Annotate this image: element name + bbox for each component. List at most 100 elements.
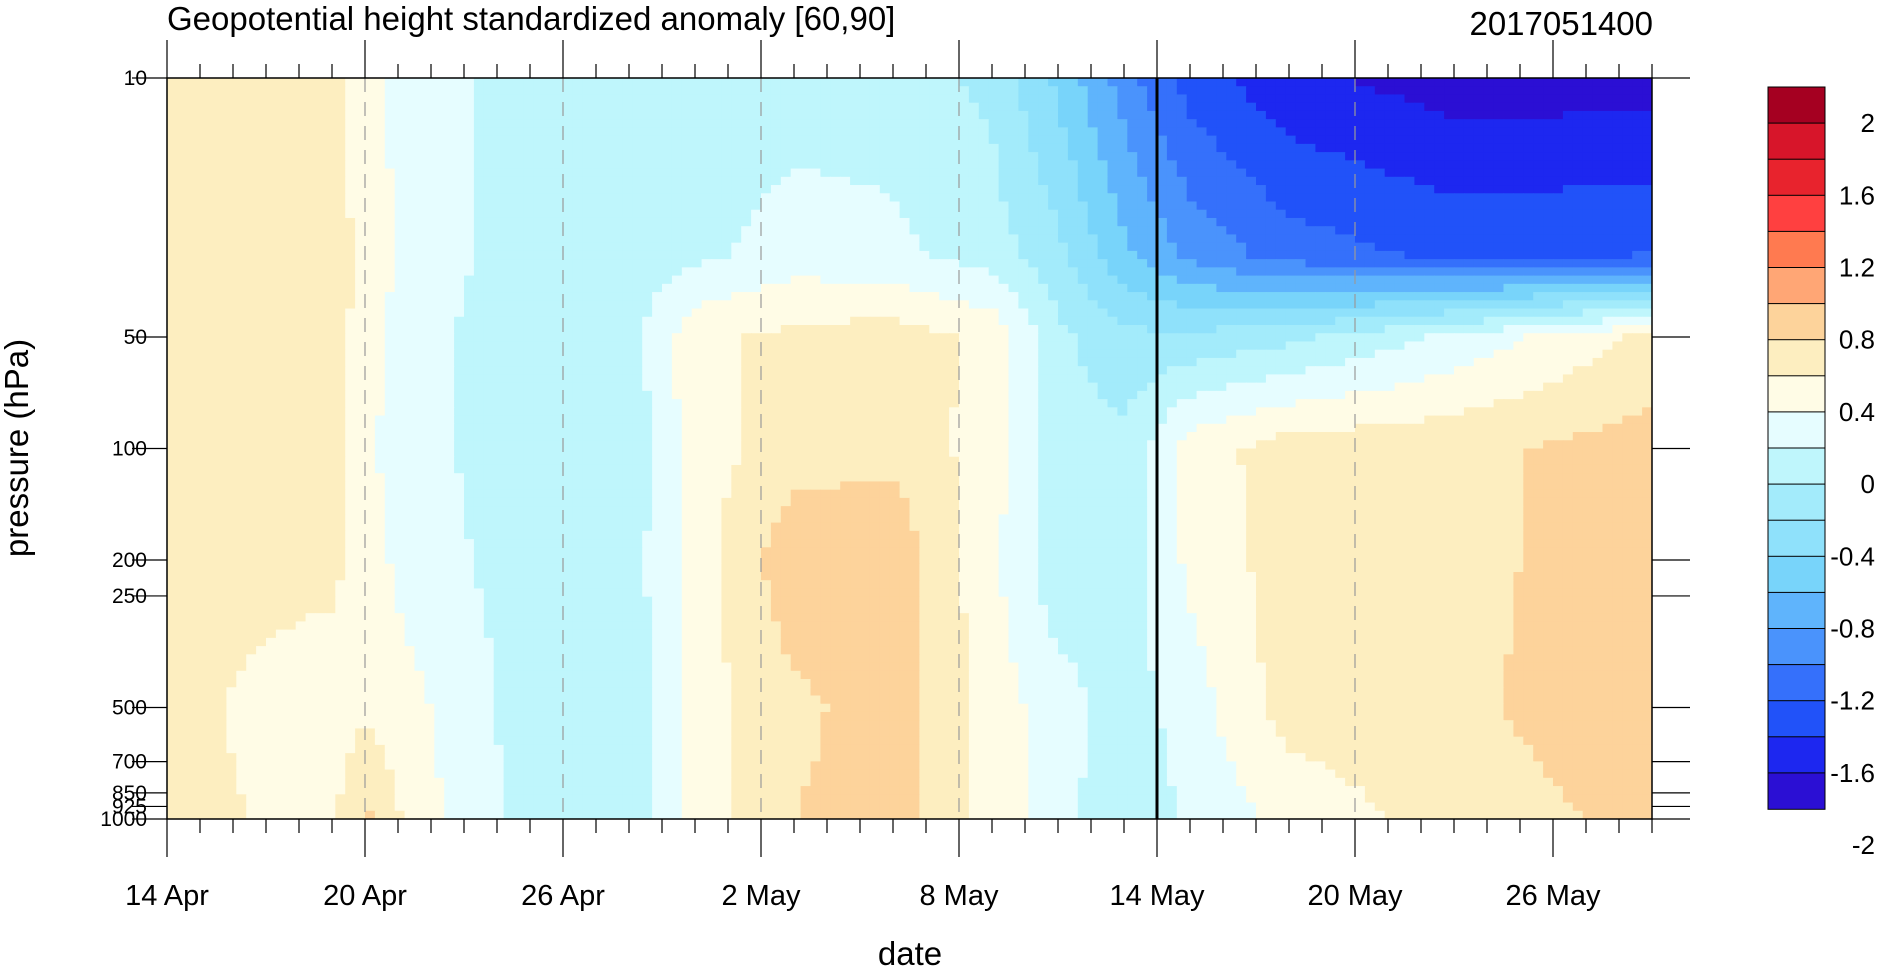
heatmap-cell bbox=[761, 292, 772, 301]
heatmap-cell bbox=[1395, 300, 1406, 309]
heatmap-cell bbox=[1088, 341, 1099, 350]
heatmap-cell bbox=[1612, 86, 1623, 95]
heatmap-cell bbox=[514, 119, 525, 128]
heatmap-cell bbox=[1405, 333, 1416, 342]
heatmap-cell bbox=[563, 185, 574, 194]
heatmap-cell bbox=[860, 234, 871, 243]
heatmap-cell bbox=[1345, 78, 1356, 87]
heatmap-cell bbox=[1533, 267, 1544, 276]
heatmap-cell bbox=[692, 193, 703, 202]
heatmap-cell bbox=[801, 300, 812, 309]
heatmap-cell bbox=[1098, 284, 1109, 293]
heatmap-cell bbox=[1385, 284, 1396, 293]
heatmap-cell bbox=[860, 292, 871, 301]
heatmap-cell bbox=[484, 136, 495, 145]
heatmap-cell bbox=[1177, 169, 1188, 178]
heatmap-cell bbox=[1256, 210, 1267, 219]
heatmap-cell bbox=[533, 259, 544, 268]
heatmap-cell bbox=[811, 234, 822, 243]
heatmap-cell bbox=[533, 127, 544, 136]
heatmap-cell bbox=[1018, 226, 1029, 235]
heatmap-cell bbox=[1286, 300, 1297, 309]
heatmap-cell bbox=[355, 169, 366, 178]
heatmap-cell bbox=[1068, 259, 1079, 268]
heatmap-cell bbox=[1108, 185, 1119, 194]
heatmap-cell bbox=[167, 234, 178, 243]
heatmap-cell bbox=[741, 111, 752, 120]
heatmap-cell bbox=[1306, 127, 1317, 136]
heatmap-cell bbox=[702, 259, 713, 268]
heatmap-cell bbox=[375, 350, 386, 359]
heatmap-cell bbox=[1068, 177, 1079, 186]
heatmap-cell bbox=[1612, 292, 1623, 301]
heatmap-cell bbox=[1543, 341, 1554, 350]
heatmap-cell bbox=[266, 94, 277, 103]
heatmap-cell bbox=[484, 234, 495, 243]
heatmap-cell bbox=[870, 127, 881, 136]
heatmap-cell bbox=[989, 78, 1000, 87]
heatmap-cell bbox=[296, 251, 307, 260]
heatmap-cell bbox=[1276, 202, 1287, 211]
heatmap-cell bbox=[1553, 300, 1564, 309]
heatmap-cell bbox=[672, 226, 683, 235]
heatmap-cell bbox=[702, 309, 713, 318]
heatmap-cell bbox=[1098, 292, 1109, 301]
heatmap-cell bbox=[1365, 169, 1376, 178]
heatmap-cell bbox=[632, 292, 643, 301]
heatmap-cell bbox=[672, 152, 683, 161]
heatmap-cell bbox=[632, 243, 643, 252]
heatmap-cell bbox=[1355, 136, 1366, 145]
heatmap-cell bbox=[1216, 202, 1227, 211]
heatmap-cell bbox=[1573, 103, 1584, 112]
heatmap-cell bbox=[335, 259, 346, 268]
heatmap-cell bbox=[335, 160, 346, 169]
heatmap-cell bbox=[1048, 300, 1059, 309]
heatmap-cell bbox=[919, 284, 930, 293]
heatmap-cell bbox=[1286, 341, 1297, 350]
heatmap-cell bbox=[167, 251, 178, 260]
heatmap-cell bbox=[1395, 127, 1406, 136]
heatmap-cell bbox=[474, 78, 485, 87]
heatmap-cell bbox=[939, 243, 950, 252]
heatmap-cell bbox=[286, 251, 297, 260]
heatmap-cell bbox=[593, 160, 604, 169]
heatmap-cell bbox=[1246, 309, 1257, 318]
heatmap-cell bbox=[1583, 317, 1594, 326]
heatmap-cell bbox=[761, 243, 772, 252]
heatmap-cell bbox=[731, 136, 742, 145]
heatmap-cell bbox=[1583, 177, 1594, 186]
heatmap-cell bbox=[1375, 234, 1386, 243]
heatmap-cell bbox=[1325, 341, 1336, 350]
heatmap-cell bbox=[563, 152, 574, 161]
heatmap-cell bbox=[177, 152, 188, 161]
heatmap-cell bbox=[1028, 325, 1039, 334]
heatmap-cell bbox=[474, 226, 485, 235]
heatmap-cell bbox=[177, 267, 188, 276]
heatmap-cell bbox=[1078, 243, 1089, 252]
heatmap-cell bbox=[919, 144, 930, 153]
heatmap-cell bbox=[1276, 111, 1287, 120]
heatmap-cell bbox=[1306, 169, 1317, 178]
heatmap-cell bbox=[1622, 218, 1633, 227]
heatmap-cell bbox=[177, 218, 188, 227]
heatmap-cell bbox=[712, 193, 723, 202]
heatmap-cell bbox=[860, 136, 871, 145]
heatmap-cell bbox=[1622, 325, 1633, 334]
heatmap-cell bbox=[761, 103, 772, 112]
heatmap-cell bbox=[1266, 267, 1277, 276]
heatmap-cell bbox=[177, 111, 188, 120]
heatmap-cell bbox=[1108, 309, 1119, 318]
heatmap-cell bbox=[751, 127, 762, 136]
heatmap-cell bbox=[979, 210, 990, 219]
heatmap-cell bbox=[1276, 325, 1287, 334]
heatmap-cell bbox=[632, 127, 643, 136]
heatmap-cell bbox=[276, 309, 287, 318]
heatmap-cell bbox=[890, 251, 901, 260]
heatmap-cell bbox=[296, 202, 307, 211]
heatmap-cell bbox=[1078, 267, 1089, 276]
heatmap-cell bbox=[840, 300, 851, 309]
heatmap-cell bbox=[1632, 202, 1643, 211]
heatmap-cell bbox=[820, 152, 831, 161]
heatmap-cell bbox=[1028, 202, 1039, 211]
heatmap-cell bbox=[1345, 160, 1356, 169]
